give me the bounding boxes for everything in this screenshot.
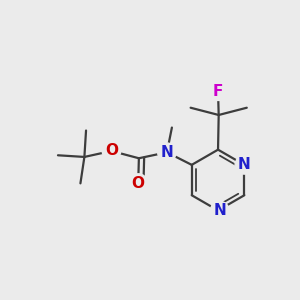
Circle shape (210, 201, 229, 220)
Text: O: O (105, 143, 118, 158)
Circle shape (129, 174, 148, 192)
Circle shape (209, 82, 227, 100)
Text: N: N (213, 203, 226, 218)
Text: F: F (213, 84, 223, 99)
Text: N: N (160, 145, 173, 160)
Text: O: O (132, 176, 145, 190)
Circle shape (158, 143, 176, 162)
Text: N: N (238, 158, 251, 172)
Circle shape (102, 142, 121, 160)
Circle shape (235, 156, 254, 174)
